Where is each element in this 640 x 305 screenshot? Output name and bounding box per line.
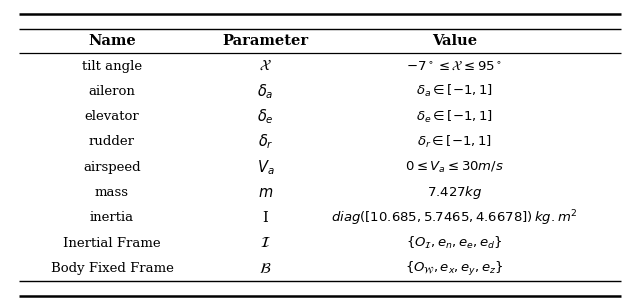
Text: $\mathcal{B}$: $\mathcal{B}$ <box>259 262 272 275</box>
Text: $\delta_a \in [-1, 1]$: $\delta_a \in [-1, 1]$ <box>416 83 493 99</box>
Text: $\delta_e \in [-1, 1]$: $\delta_e \in [-1, 1]$ <box>416 109 493 125</box>
Text: $\delta_r$: $\delta_r$ <box>258 133 273 151</box>
Text: aileron: aileron <box>88 85 136 98</box>
Text: $diag([10.685, 5.7465, 4.6678])\,kg.m^2$: $diag([10.685, 5.7465, 4.6678])\,kg.m^2$ <box>332 208 577 228</box>
Text: inertia: inertia <box>90 211 134 224</box>
Text: Name: Name <box>88 34 136 48</box>
Text: Inertial Frame: Inertial Frame <box>63 237 161 250</box>
Text: $0 \leq V_a \leq 30m/s$: $0 \leq V_a \leq 30m/s$ <box>405 160 504 175</box>
Text: $\delta_e$: $\delta_e$ <box>257 107 274 126</box>
Text: airspeed: airspeed <box>83 161 141 174</box>
Text: Value: Value <box>432 34 477 48</box>
Text: elevator: elevator <box>84 110 140 123</box>
Text: $\{O_{\mathcal{W}}, e_x, e_y, e_z\}$: $\{O_{\mathcal{W}}, e_x, e_y, e_z\}$ <box>405 260 504 278</box>
Text: $\delta_a$: $\delta_a$ <box>257 82 274 101</box>
Text: Body Fixed Frame: Body Fixed Frame <box>51 262 173 275</box>
Text: rudder: rudder <box>89 135 135 149</box>
Text: $\{O_{\mathcal{I}}, e_n, e_e, e_d\}$: $\{O_{\mathcal{I}}, e_n, e_e, e_d\}$ <box>406 235 503 251</box>
Text: $\mathcal{I}$: $\mathcal{I}$ <box>260 236 271 250</box>
Text: Parameter: Parameter <box>223 34 308 48</box>
Text: $-7^\circ \leq \mathcal{X} \leq 95^\circ$: $-7^\circ \leq \mathcal{X} \leq 95^\circ… <box>406 59 502 73</box>
Text: I: I <box>263 211 268 225</box>
Text: tilt angle: tilt angle <box>82 59 142 73</box>
Text: $\delta_r \in [-1, 1]$: $\delta_r \in [-1, 1]$ <box>417 134 492 150</box>
Text: $V_a$: $V_a$ <box>257 158 275 177</box>
Text: $\mathcal{X}$: $\mathcal{X}$ <box>259 59 272 73</box>
Text: $7.427kg$: $7.427kg$ <box>427 184 482 201</box>
Text: mass: mass <box>95 186 129 199</box>
Text: $m$: $m$ <box>258 186 273 199</box>
